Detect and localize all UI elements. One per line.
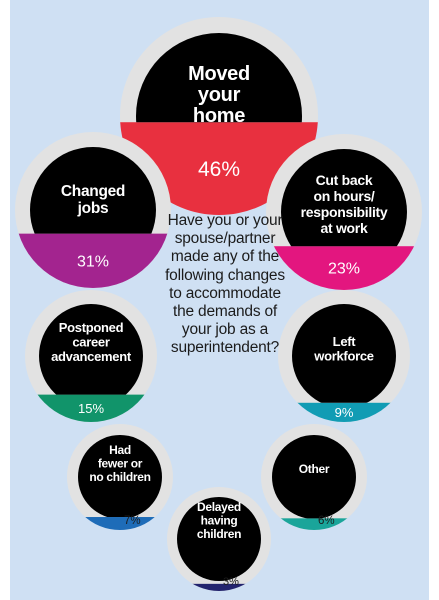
bubble-label-line: advancement	[51, 349, 132, 364]
bubble-fill-7	[167, 583, 271, 591]
bubble-percent: 31%	[77, 253, 109, 270]
bubble-label-line: on hours/	[313, 188, 374, 204]
bubble-label-line: no children	[89, 470, 150, 484]
bubble-center	[281, 149, 407, 247]
bubble-center	[177, 497, 261, 581]
bubble-label-line: your	[198, 84, 241, 106]
bubble-center	[78, 435, 162, 518]
bubble-label-line: Changed	[61, 183, 125, 200]
bubble-label-line: Left	[333, 334, 357, 349]
bubble-label-line: Delayed	[197, 500, 241, 514]
bubble-label-line: at work	[321, 220, 368, 236]
bubble-6: Other 6%	[261, 424, 367, 530]
question-text: Have you or your spouse/partner made any…	[165, 212, 285, 357]
bubble-label-line: career	[72, 335, 109, 350]
bubble-percent: 6%	[318, 515, 335, 527]
bubble-fill-6	[261, 518, 367, 530]
bubble-percent: 15%	[78, 401, 104, 416]
bubble-label-line: jobs	[77, 200, 109, 217]
bubble-label-line: Cut back	[316, 172, 373, 188]
bubble-label-line: Postponed	[59, 320, 124, 335]
bubble-percent: 23%	[328, 261, 360, 278]
bubble-percent: 7%	[124, 515, 141, 527]
bubble-label-line: fewer or	[98, 457, 143, 471]
bubble-label-line: Had	[109, 443, 131, 457]
bubble-label-line: having	[201, 514, 238, 528]
bubble-label-line: workforce	[313, 349, 374, 364]
bubble-label-line: children	[197, 527, 241, 541]
bubble-center	[30, 147, 156, 234]
bubble-label-line: Other	[299, 462, 330, 476]
bubble-label-line: responsibility	[301, 204, 388, 220]
bubble-percent: 9%	[335, 405, 354, 420]
bubble-label-line: Moved	[188, 63, 250, 85]
bubble-percent: 3%	[223, 576, 239, 588]
bubble-percent: 46%	[198, 158, 240, 181]
bubble-center	[136, 33, 302, 123]
bubble-fill-5	[67, 517, 173, 530]
bubble-center	[272, 435, 356, 519]
bubble-center	[292, 304, 396, 403]
bubble-label-line: home	[193, 105, 245, 127]
bubble-center	[39, 304, 143, 395]
